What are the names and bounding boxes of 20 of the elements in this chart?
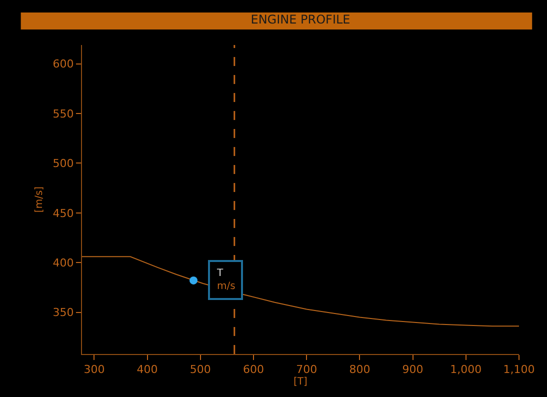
x-tick-label: 400 <box>136 363 158 376</box>
x-tick-label: 1,100 <box>503 363 535 376</box>
y-tick-label: 450 <box>52 206 74 220</box>
x-tick-label: 500 <box>190 363 211 376</box>
y-tick-label: 600 <box>52 58 74 71</box>
chart-title: ENGINE PROFILE <box>250 12 350 26</box>
y-axis-title: [m/s] <box>34 186 45 213</box>
x-axis-title: [T] <box>294 376 308 388</box>
y-tick-label: 400 <box>52 256 74 270</box>
x-tick-label: 600 <box>243 363 264 376</box>
y-tick-label: 500 <box>52 157 74 170</box>
y-tick-label: 550 <box>52 107 74 120</box>
x-tick-label: 900 <box>402 363 424 376</box>
y-tick-label: 350 <box>52 306 74 320</box>
line-series <box>82 256 519 327</box>
x-tick-label: 1,000 <box>450 363 482 376</box>
x-tick-label: 800 <box>349 363 370 376</box>
x-tick-label: 300 <box>84 363 105 376</box>
x-tick-label: 700 <box>296 363 318 376</box>
annotation: T m/s <box>216 268 236 292</box>
